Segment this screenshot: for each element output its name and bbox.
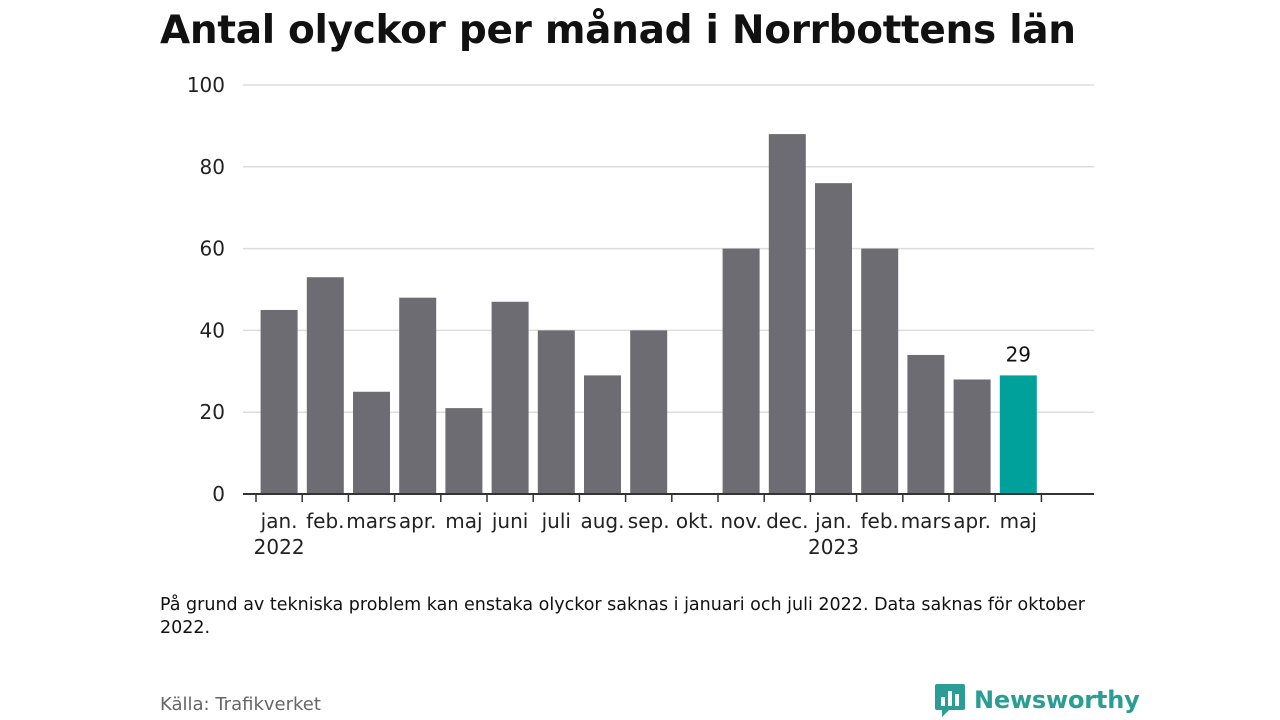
bar xyxy=(815,183,852,494)
y-tick-label: 20 xyxy=(200,400,225,424)
x-tick-label: aug. xyxy=(581,509,625,533)
bar xyxy=(537,330,575,494)
bar xyxy=(445,408,483,494)
source-text: Källa: Trafikverket xyxy=(160,694,321,715)
bars xyxy=(260,134,1037,494)
bar xyxy=(399,297,437,494)
data-label: 29 xyxy=(1006,342,1031,366)
x-tick-label: juli xyxy=(541,509,571,533)
bar xyxy=(768,134,806,494)
x-axis xyxy=(243,493,1094,502)
x-tick-label: jan. xyxy=(814,509,852,533)
x-tick-label: maj xyxy=(445,509,482,533)
x-tick-label: apr. xyxy=(953,509,991,533)
data-labels: 29 xyxy=(1006,342,1031,366)
x-tick-label: jan. xyxy=(260,509,298,533)
x-tick-label: mars xyxy=(346,509,396,533)
x-tick-label: sep. xyxy=(628,509,670,533)
x-axis-labels: jan. feb. mars apr. maj juni juli aug. sep. okt. n… xyxy=(254,509,1037,559)
bar xyxy=(306,277,344,494)
newsworthy-logo-icon xyxy=(935,684,965,717)
bar xyxy=(861,248,899,494)
bar xyxy=(722,248,760,494)
y-tick-label: 100 xyxy=(187,73,225,97)
bar xyxy=(260,309,298,494)
bar xyxy=(953,379,991,494)
chart-title: Antal olyckor per månad i Norrbottens lä… xyxy=(160,8,1076,53)
x-tick-label: mars xyxy=(901,509,951,533)
x-tick-label: feb. xyxy=(306,509,344,533)
bar xyxy=(584,375,621,494)
chart-note: På grund av tekniska problem kan enstaka… xyxy=(160,595,1085,638)
y-tick-label: 80 xyxy=(200,155,225,179)
y-tick-label: 60 xyxy=(200,237,225,261)
x-tick-label: maj xyxy=(1000,509,1037,533)
x-tick-label: nov. xyxy=(720,509,762,533)
x-tick-label: feb. xyxy=(860,509,898,533)
bar xyxy=(353,391,390,494)
y-tick-label: 0 xyxy=(212,482,225,506)
y-axis-labels: 0 20 40 60 80 100 xyxy=(187,73,225,506)
x-tick-label: juni xyxy=(491,509,528,533)
bar xyxy=(907,354,945,494)
x-tick-label: dec. xyxy=(766,509,808,533)
bar xyxy=(491,301,529,494)
x-tick-label: apr. xyxy=(399,509,437,533)
brand-name: Newsworthy xyxy=(974,686,1140,714)
year-label: 2022 xyxy=(254,535,305,559)
y-tick-label: 40 xyxy=(200,318,225,342)
bar xyxy=(630,330,668,494)
x-tick-label: okt. xyxy=(676,509,714,533)
grid-lines xyxy=(243,84,1094,413)
bar-highlight xyxy=(999,375,1037,494)
year-label: 2023 xyxy=(808,535,859,559)
brand-logo[interactable]: Newsworthy xyxy=(934,682,1140,718)
